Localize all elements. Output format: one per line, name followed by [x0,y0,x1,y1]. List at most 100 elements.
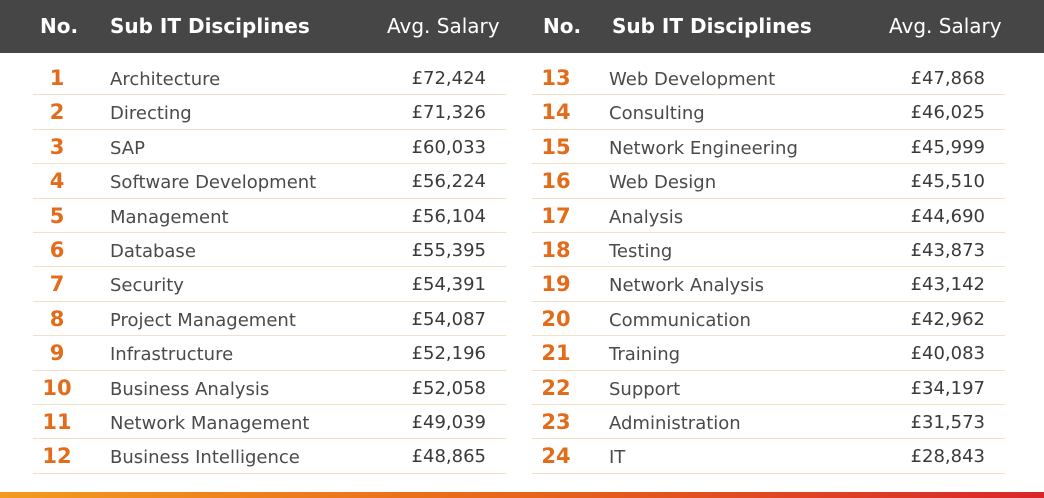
table-row: 9 Infrastructure £52,196 [33,336,506,371]
table-row: 13 Web Development £47,868 [532,61,1005,96]
average-salary: £56,104 [411,205,486,227]
table-row: 19 Network Analysis £43,142 [532,267,1005,302]
rank-number: 11 [42,409,72,434]
discipline-name: SAP [110,137,145,159]
rank-number: 7 [49,272,65,297]
table-row: 14 Consulting £46,025 [532,95,1005,130]
rank-number: 23 [541,409,571,434]
discipline-name: Network Management [110,412,310,434]
table-row: 3 SAP £60,033 [33,130,506,165]
average-salary: £45,999 [910,136,985,158]
rank-number: 8 [49,306,65,331]
discipline-name: Web Design [609,172,717,194]
discipline-name: Directing [110,103,192,125]
average-salary: £28,843 [910,446,985,468]
average-salary: £60,033 [411,136,486,158]
table-row: 7 Security £54,391 [33,267,506,302]
discipline-name: Support [609,378,681,400]
discipline-name: Business Intelligence [110,447,300,469]
discipline-name: Training [609,344,681,366]
table-row: 18 Testing £43,873 [532,233,1005,268]
average-salary: £43,142 [910,274,985,296]
average-salary: £42,962 [910,308,985,330]
table-row: 15 Network Engineering £45,999 [532,130,1005,165]
average-salary: £40,083 [910,343,985,365]
left-salary-table: 1 Architecture £72,424 2 Directing £71,326 3 SA… [33,61,506,474]
discipline-name: Security [110,275,184,297]
discipline-name: Web Development [609,69,776,90]
average-salary: £49,039 [411,411,486,433]
average-salary: £43,873 [910,239,985,261]
header-salary-left: Avg. Salary [387,14,500,38]
rank-number: 9 [49,341,65,366]
rank-number: 18 [541,237,571,262]
discipline-name: IT [609,447,626,469]
average-salary: £31,573 [910,411,985,433]
rank-number: 15 [541,134,571,159]
rank-number: 21 [541,341,571,366]
rank-number: 16 [541,169,571,194]
footer-gradient-bar [0,492,1044,498]
rank-number: 20 [541,306,571,331]
average-salary: £52,058 [411,377,486,399]
average-salary: £47,868 [910,68,985,89]
table-row: 12 Business Intelligence £48,865 [33,439,506,474]
header-discipline-left: Sub IT Disciplines [110,14,310,38]
table-row: 21 Training £40,083 [532,336,1005,371]
rank-number: 22 [541,375,571,400]
average-salary: £54,391 [411,274,486,296]
rank-number: 6 [49,237,65,262]
table-row: 24 IT £28,843 [532,439,1005,474]
discipline-name: Management [110,206,229,228]
table-row: 4 Software Development £56,224 [33,164,506,199]
rank-number: 19 [541,272,571,297]
discipline-name: Business Analysis [110,378,270,400]
discipline-name: Network Analysis [609,275,765,297]
average-salary: £45,510 [910,171,985,193]
rank-number: 14 [541,100,571,125]
rank-number: 17 [541,203,571,228]
discipline-name: Consulting [609,103,705,125]
header-discipline-right: Sub IT Disciplines [612,14,812,38]
rank-number: 10 [42,375,72,400]
header-salary-right: Avg. Salary [889,14,1002,38]
table-header: No. Sub IT Disciplines Avg. Salary No. S… [0,0,1044,53]
rank-number: 4 [49,169,65,194]
table-row: 23 Administration £31,573 [532,405,1005,440]
right-salary-table: 13 Web Development £47,868 14 Consulting £46,… [532,61,1005,474]
discipline-name: Communication [609,309,751,331]
average-salary: £71,326 [411,102,486,124]
table-row: 2 Directing £71,326 [33,95,506,130]
average-salary: £72,424 [411,68,486,89]
table-row: 17 Analysis £44,690 [532,199,1005,233]
discipline-name: Analysis [609,206,684,228]
table-row: 8 Project Management £54,087 [33,302,506,337]
discipline-name: Infrastructure [110,344,234,366]
header-no-right: No. [543,14,582,38]
rank-number: 24 [541,444,571,469]
rank-number: 12 [42,444,72,469]
average-salary: £52,196 [411,343,486,365]
table-row: 16 Web Design £45,510 [532,164,1005,199]
table-row: 22 Support £34,197 [532,371,1005,405]
table-row: 6 Database £55,395 [33,233,506,268]
discipline-name: Administration [609,412,741,434]
discipline-name: Testing [609,240,673,262]
table-row: 1 Architecture £72,424 [33,61,506,96]
average-salary: £46,025 [910,102,985,124]
table-row: 5 Management £56,104 [33,199,506,233]
table-row: 11 Network Management £49,039 [33,405,506,440]
discipline-name: Project Management [110,309,296,331]
average-salary: £44,690 [910,205,985,227]
discipline-name: Architecture [110,69,221,90]
header-no-left: No. [40,14,79,38]
rank-number: 5 [49,203,65,228]
rank-number: 13 [541,66,571,90]
discipline-name: Network Engineering [609,137,798,159]
table-row: 10 Business Analysis £52,058 [33,371,506,405]
average-salary: £48,865 [411,446,486,468]
rank-number: 1 [49,66,65,90]
table-row: 20 Communication £42,962 [532,302,1005,337]
discipline-name: Database [110,240,196,262]
